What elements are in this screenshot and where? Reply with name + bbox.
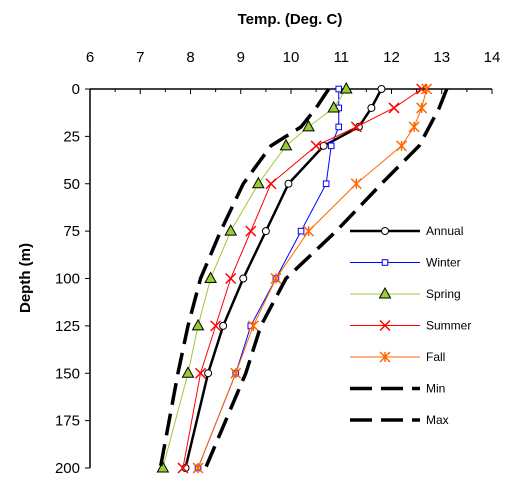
y-tick-label: 125 — [55, 318, 80, 335]
y-tick-label: 100 — [55, 271, 80, 288]
series-summer-point — [195, 367, 207, 379]
series-summer-point — [265, 178, 277, 190]
x-tick-label: 14 — [484, 49, 501, 66]
series-spring-point — [279, 138, 293, 151]
legend-label: Spring — [426, 287, 461, 301]
series-fall-point — [416, 102, 428, 114]
y-axis-title: Depth (m) — [17, 243, 34, 313]
series-winter-point — [335, 123, 343, 131]
series-spring-point — [181, 366, 195, 378]
series-max-line — [203, 88, 449, 469]
legend-marker — [379, 351, 391, 363]
series-annual-point — [219, 321, 228, 330]
series-fall — [192, 83, 433, 474]
legend-item-annual: Annual — [350, 224, 463, 238]
series-summer-point — [388, 102, 400, 114]
series-fall-point — [192, 462, 204, 474]
series-spring-point — [302, 119, 315, 132]
series-winter-point — [322, 180, 330, 188]
x-tick-label: 10 — [283, 49, 300, 66]
series-summer-point — [225, 272, 237, 285]
y-tick-label: 25 — [63, 128, 80, 145]
legend-item-min: Min — [350, 382, 445, 396]
series-fall-point — [350, 178, 362, 190]
legend-marker — [378, 286, 392, 299]
legend-marker — [381, 227, 389, 235]
x-tick-label: 8 — [186, 49, 194, 66]
series-summer-line — [182, 88, 422, 469]
series-annual-point — [377, 85, 386, 93]
y-tick-label: 0 — [72, 81, 80, 98]
series-winter-line — [197, 89, 340, 469]
series-spring-point — [204, 271, 217, 283]
x-tick-label: 9 — [237, 49, 245, 66]
legend-marker — [381, 259, 389, 266]
series-min-line — [158, 88, 331, 469]
series-summer-point — [416, 83, 428, 95]
series-spring-point — [251, 176, 265, 189]
series-summer-point — [177, 462, 189, 474]
series-spring-point — [224, 224, 238, 236]
series-layer — [156, 81, 449, 474]
series-spring — [156, 81, 353, 473]
series-max — [203, 88, 449, 469]
y-tick-label: 150 — [55, 365, 80, 382]
series-fall-line — [197, 88, 428, 469]
legend-label: Annual — [426, 224, 463, 238]
legend-label: Summer — [426, 319, 471, 333]
series-annual-line — [184, 88, 383, 469]
series-summer-point — [350, 121, 362, 133]
y-tick-label: 50 — [63, 176, 80, 193]
series-fall-point — [270, 272, 282, 285]
series-summer — [177, 83, 428, 474]
legend-label: Winter — [426, 256, 461, 270]
x-tick-label: 11 — [333, 49, 349, 66]
y-tick-label: 75 — [63, 223, 80, 240]
y-tick-label: 200 — [55, 460, 80, 477]
legend-marker — [379, 319, 391, 332]
series-summer-point — [210, 320, 222, 332]
series-annual-point — [239, 274, 248, 283]
series-spring-point — [156, 460, 170, 473]
x-tick-label: 12 — [383, 49, 400, 66]
legend-item-max: Max — [350, 413, 449, 427]
series-annual-point — [367, 103, 376, 112]
x-tick-label: 7 — [136, 49, 144, 66]
series-annual-point — [204, 369, 213, 378]
x-tick-label: 13 — [433, 49, 450, 66]
axes: 6 7 8 9 10 11 12 13 14 0 25 50 75 100 125 150 175 200 — [55, 49, 500, 477]
series-fall-point — [303, 225, 315, 237]
legend-label: Max — [426, 413, 449, 427]
legend-item-summer: Summer — [350, 319, 471, 333]
series-winter-point — [297, 227, 305, 235]
series-fall-point — [230, 367, 242, 379]
series-fall-point — [396, 140, 408, 152]
series-spring-point — [191, 318, 205, 331]
y-tick-label: 175 — [55, 413, 80, 430]
series-summer-point — [310, 140, 322, 152]
series-spring-line — [162, 88, 347, 469]
x-axis-title: Temp. (Deg. C) — [238, 11, 343, 28]
legend: Annual Winter Spring Summer Fall Min Max — [350, 224, 471, 427]
series-spring-point — [339, 81, 353, 94]
series-min — [158, 88, 331, 469]
series-winter-point — [335, 85, 343, 93]
x-tick-label: 6 — [86, 49, 94, 66]
legend-item-winter: Winter — [350, 256, 461, 270]
series-annual-point — [261, 227, 270, 236]
series-summer-point — [245, 225, 257, 237]
series-fall-point — [421, 83, 433, 95]
series-spring-point — [327, 100, 341, 113]
legend-label: Fall — [426, 350, 445, 364]
series-fall-point — [408, 121, 420, 133]
series-fall-point — [247, 320, 259, 332]
legend-item-fall: Fall — [350, 350, 445, 364]
legend-label: Min — [426, 382, 445, 396]
series-annual-point — [284, 179, 293, 188]
legend-item-spring: Spring — [350, 286, 461, 301]
series-winter-point — [327, 142, 335, 150]
